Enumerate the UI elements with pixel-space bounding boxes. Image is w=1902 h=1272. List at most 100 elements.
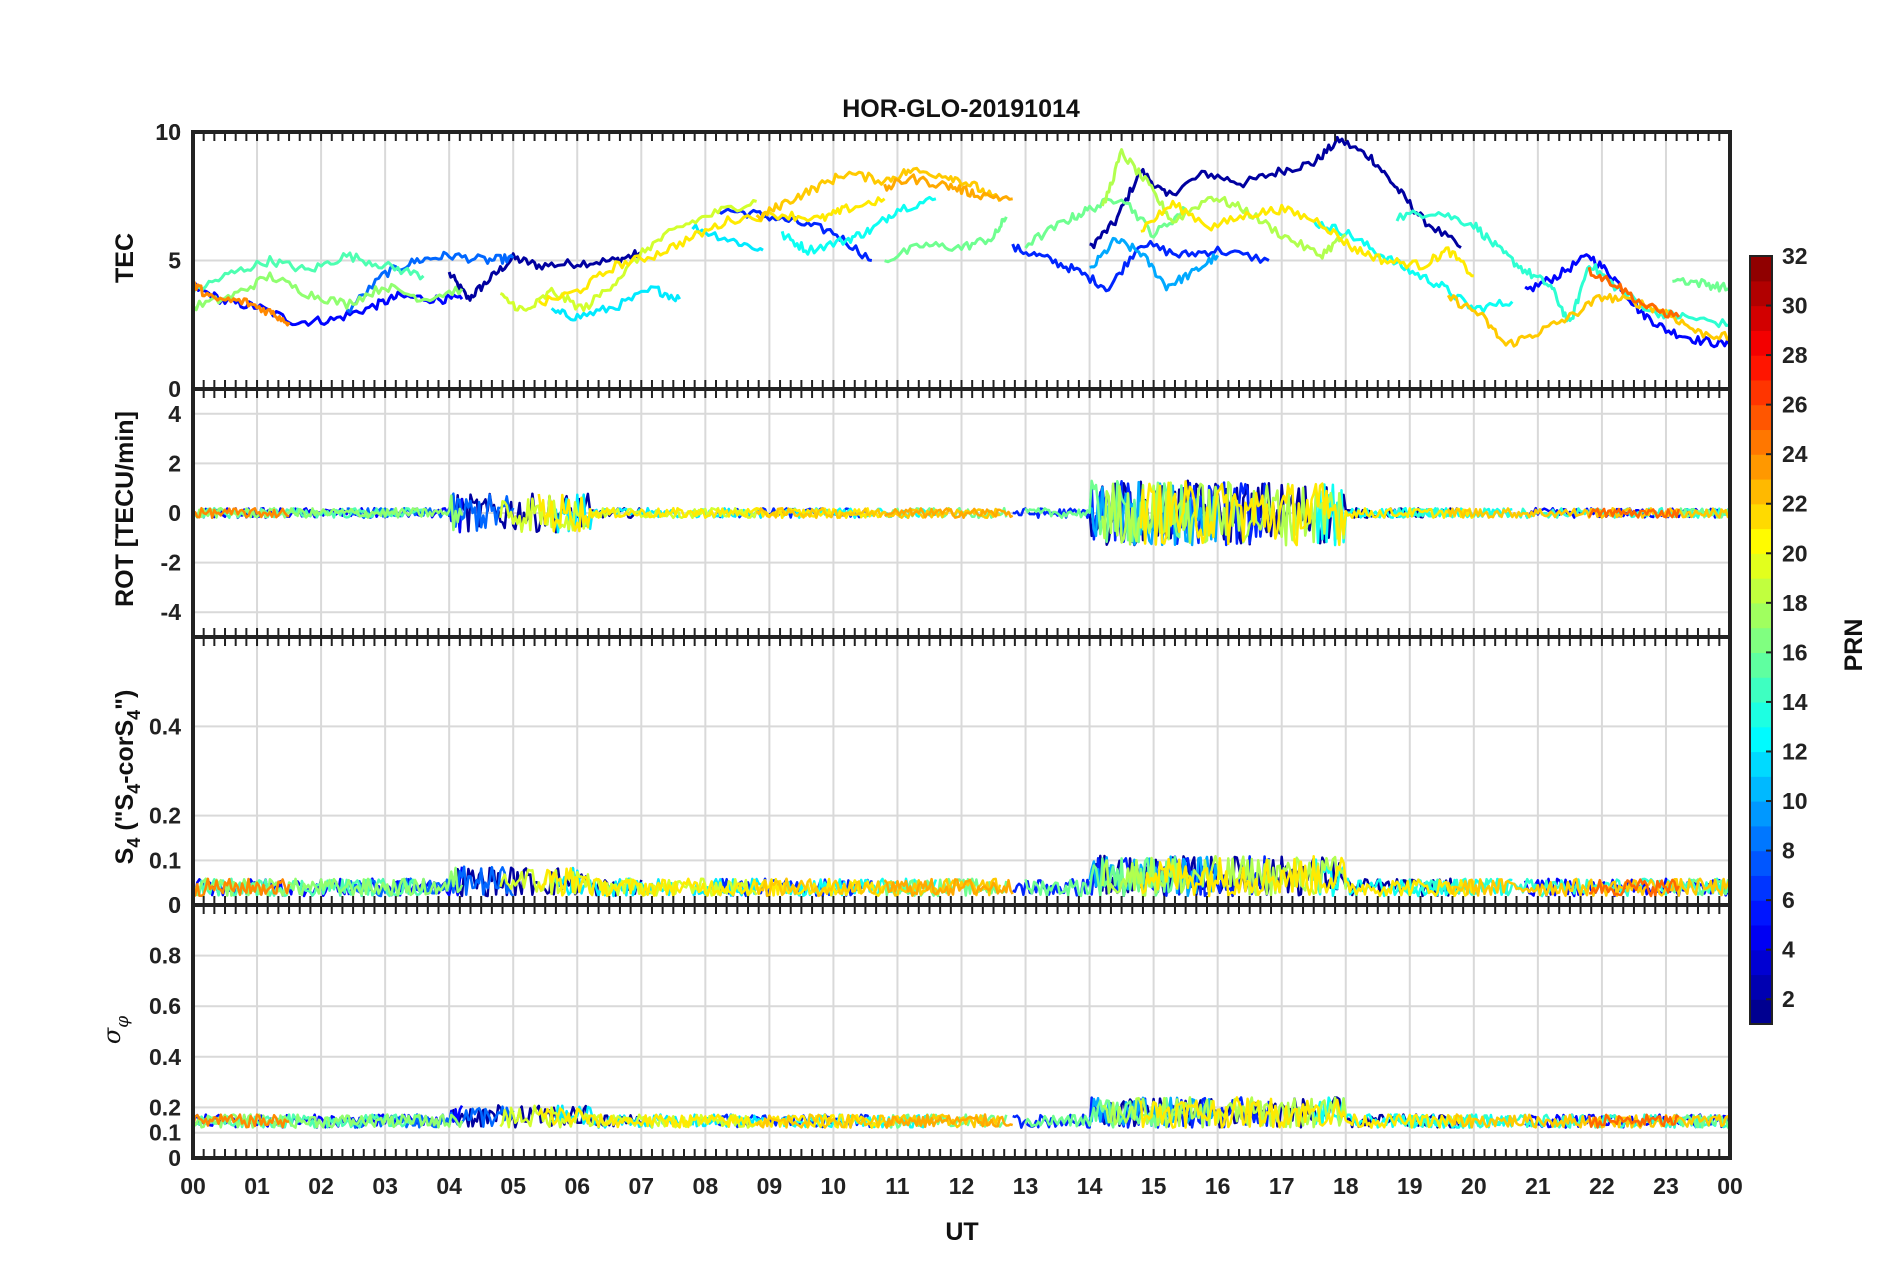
y-tick-label: -2 [161,550,181,576]
colorbar-segment [1750,578,1772,604]
colorbar-segment [1750,256,1772,282]
colorbar-segment [1750,503,1772,530]
colorbar-tick-label: 6 [1782,887,1795,913]
colorbar-segment [1750,478,1772,505]
y-tick-label: 0 [168,500,181,526]
colorbar-segment [1750,801,1772,827]
x-tick-label: 10 [821,1173,847,1199]
tec-series-prn-12 [550,285,681,322]
y-tick-label: 0 [168,892,181,918]
colorbar-tick-label: 30 [1782,293,1808,319]
x-tick-label: 11 [885,1173,910,1199]
rot-series-prn-21 [537,493,886,533]
x-tick-label: 02 [308,1173,334,1199]
colorbar-tick-label: 8 [1782,838,1795,864]
rot-series-prn-23 [883,507,1014,519]
x-tick-label: 16 [1205,1173,1231,1199]
x-tick-label: 05 [500,1173,526,1199]
colorbar-segment [1750,280,1772,307]
tec-series-prn-17 [191,271,464,312]
x-tick-label: 14 [1077,1173,1103,1199]
chart-title: HOR-GLO-20191014 [842,95,1080,123]
sigma-series-prn-23 [883,1113,1014,1129]
colorbar-tick-label: 10 [1782,788,1808,814]
colorbar-segment [1750,355,1772,381]
sigma-series-prn-21 [1139,1096,1474,1129]
tec-series-prn-14 [1395,209,1731,329]
y-tick-label: 4 [168,401,181,427]
y-tick-label: 0.1 [149,1120,181,1146]
x-tick-label: 07 [628,1173,654,1199]
colorbar-tick-label: 14 [1782,689,1808,715]
colorbar-tick-label: 12 [1782,738,1808,764]
colorbar-tick-label: 24 [1782,441,1808,467]
y-tick-label: 2 [168,450,181,476]
colorbar-tick-label: 16 [1782,639,1808,665]
y-tick-label: 0.4 [149,713,181,739]
x-tick-label: 19 [1397,1173,1423,1199]
colorbar-segment [1750,875,1772,901]
sigma-series-prn-2 [448,1104,642,1129]
colorbar-tick-label: 4 [1782,937,1795,963]
colorbar-segment [1750,429,1772,455]
x-tick-label: 21 [1525,1173,1551,1199]
colorbar-segment [1750,900,1772,926]
rot-series-prn-17 [191,494,464,532]
colorbar-segment [1750,825,1772,852]
colorbar-tick-label: 28 [1782,342,1808,368]
rot-series-prn-25 [1587,507,1681,519]
tec-series-prn-10 [1089,236,1219,292]
s4-series-prn-24 [191,877,291,898]
x-tick-label: 17 [1269,1173,1295,1199]
sigma-series-prn-19 [499,1104,758,1129]
y-tick-label: 0 [168,892,181,918]
x-tick-label: 09 [757,1173,783,1199]
sigma-series-prn-24 [191,1113,290,1129]
tec-series-prn-23 [883,173,1013,202]
colorbar-tick-label: 20 [1782,540,1808,566]
tec-series-prn-22 [755,166,1002,222]
x-tick-label: 22 [1589,1173,1615,1199]
s4-series-prn-12 [550,866,681,898]
s4-series-prn-21 [1139,855,1476,898]
rot-series-prn-18 [1101,481,1348,547]
x-tick-label: 15 [1141,1173,1167,1199]
colorbar-segment [1750,974,1772,1000]
tec-y-label: TEC [111,233,139,283]
x-tick-label: 01 [244,1173,270,1199]
colorbar-segment [1750,602,1772,629]
tec-series-prn-16 [884,216,1008,264]
s4-series-prn-23 [883,877,1014,897]
colorbar-segment [1750,949,1772,976]
colorbar-segment [1750,726,1772,753]
tec-series-prn-21 [1140,199,1474,278]
colorbar-segment [1750,776,1772,802]
colorbar-frame [1749,255,1773,1025]
colorbar-tick-label: 26 [1782,392,1808,418]
tec-series-prn-18 [1100,148,1347,260]
rot-series-prn-24 [192,506,290,520]
colorbar-segment [1750,528,1772,554]
colorbar-segment [1750,553,1772,579]
x-tick-label: 00 [180,1173,206,1199]
x-tick-label: 08 [693,1173,719,1199]
colorbar-segment [1750,751,1772,777]
x-tick-label: 03 [372,1173,398,1199]
colorbar-tick-label: 18 [1782,590,1808,616]
panel-rot: -4 -2 0 2 4 [161,387,1732,639]
rot-series-prn-8 [346,492,515,532]
x-tick-label: 13 [1013,1173,1039,1199]
y-tick-label: 0 [168,376,181,402]
colorbar-segment [1750,305,1772,331]
y-tick-label: 0.6 [149,993,181,1019]
y-tick-label: 0.2 [149,1094,181,1120]
colorbar-tick-label: 2 [1782,986,1795,1012]
sigma-series-prn-15 [191,1113,425,1129]
y-tick-label: -4 [161,599,182,625]
y-tick-label: 0 [168,1145,181,1171]
y-tick-label: 10 [155,119,181,145]
rot-series-prn-22 [1447,507,1732,519]
